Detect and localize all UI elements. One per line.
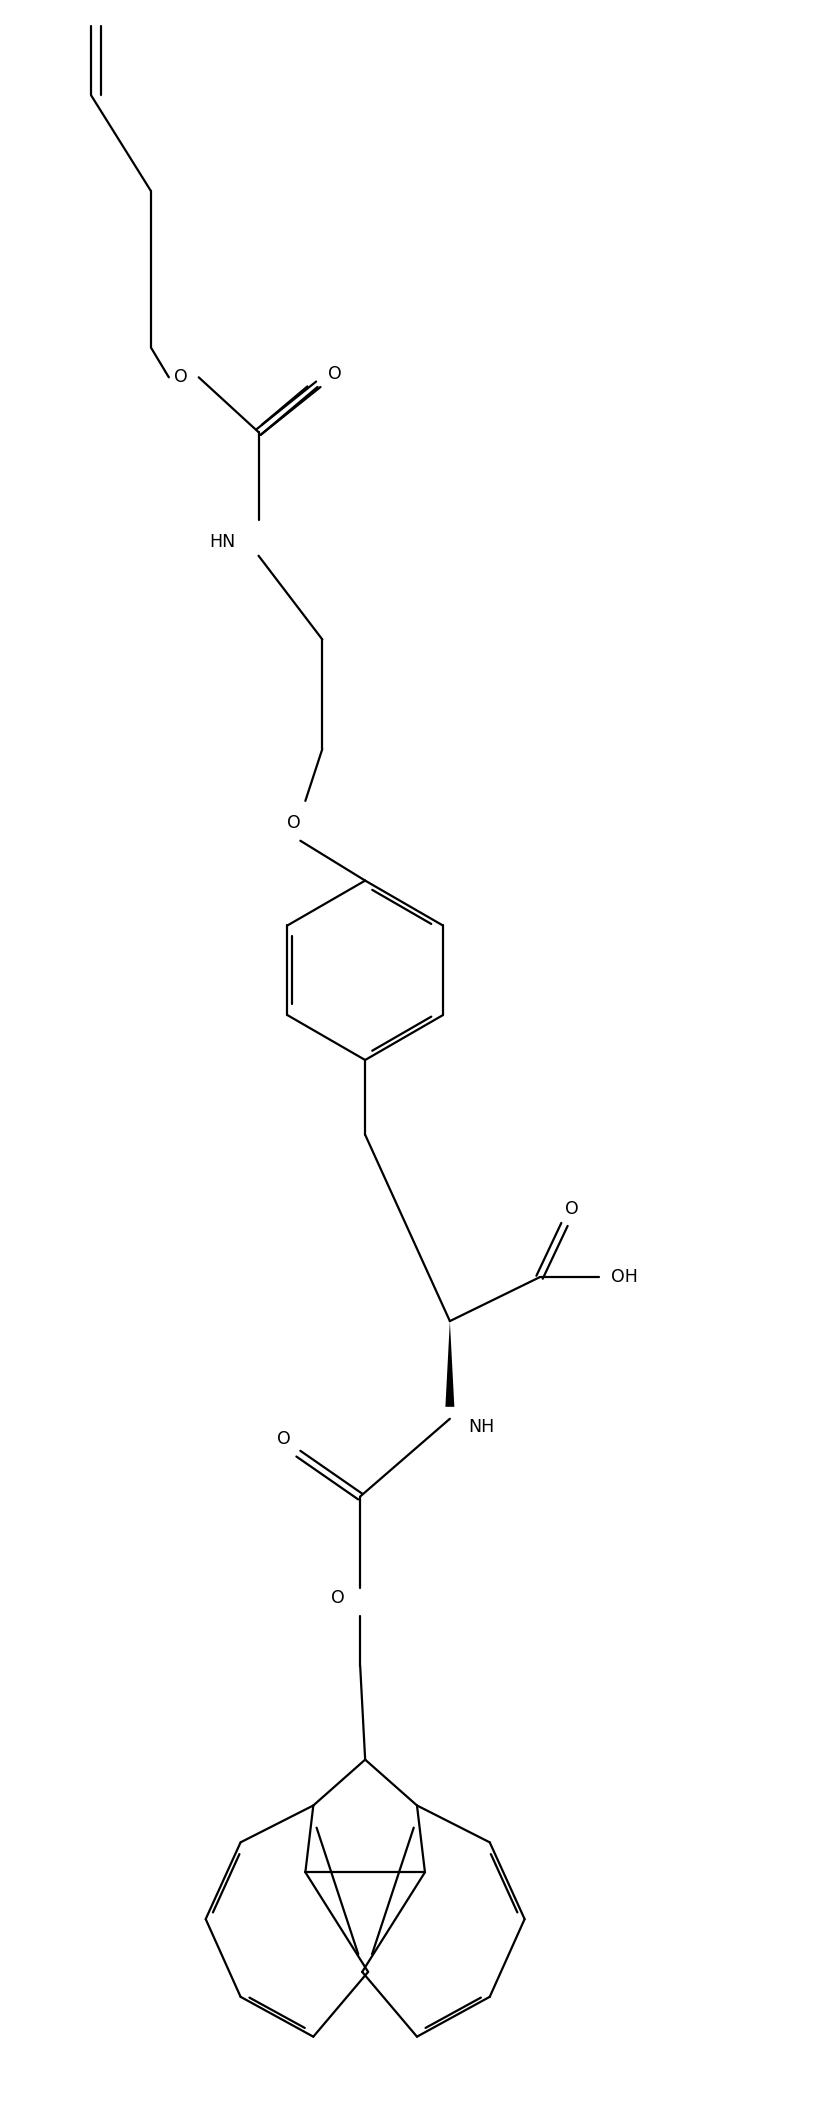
Text: O: O	[174, 368, 187, 387]
Text: NH: NH	[469, 1418, 495, 1437]
Text: O: O	[331, 1589, 345, 1608]
Text: OH: OH	[611, 1267, 638, 1287]
Text: O: O	[328, 366, 342, 383]
Polygon shape	[446, 1320, 455, 1407]
Text: O: O	[565, 1200, 579, 1219]
Text: O: O	[287, 815, 300, 832]
Text: HN: HN	[210, 533, 236, 550]
Text: O: O	[276, 1430, 290, 1447]
